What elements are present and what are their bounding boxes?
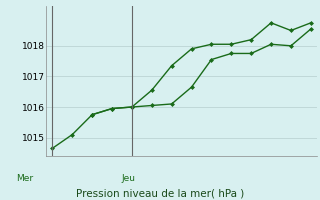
Text: Jeu: Jeu xyxy=(122,174,136,183)
Text: Mer: Mer xyxy=(16,174,33,183)
Text: Pression niveau de la mer( hPa ): Pression niveau de la mer( hPa ) xyxy=(76,188,244,198)
